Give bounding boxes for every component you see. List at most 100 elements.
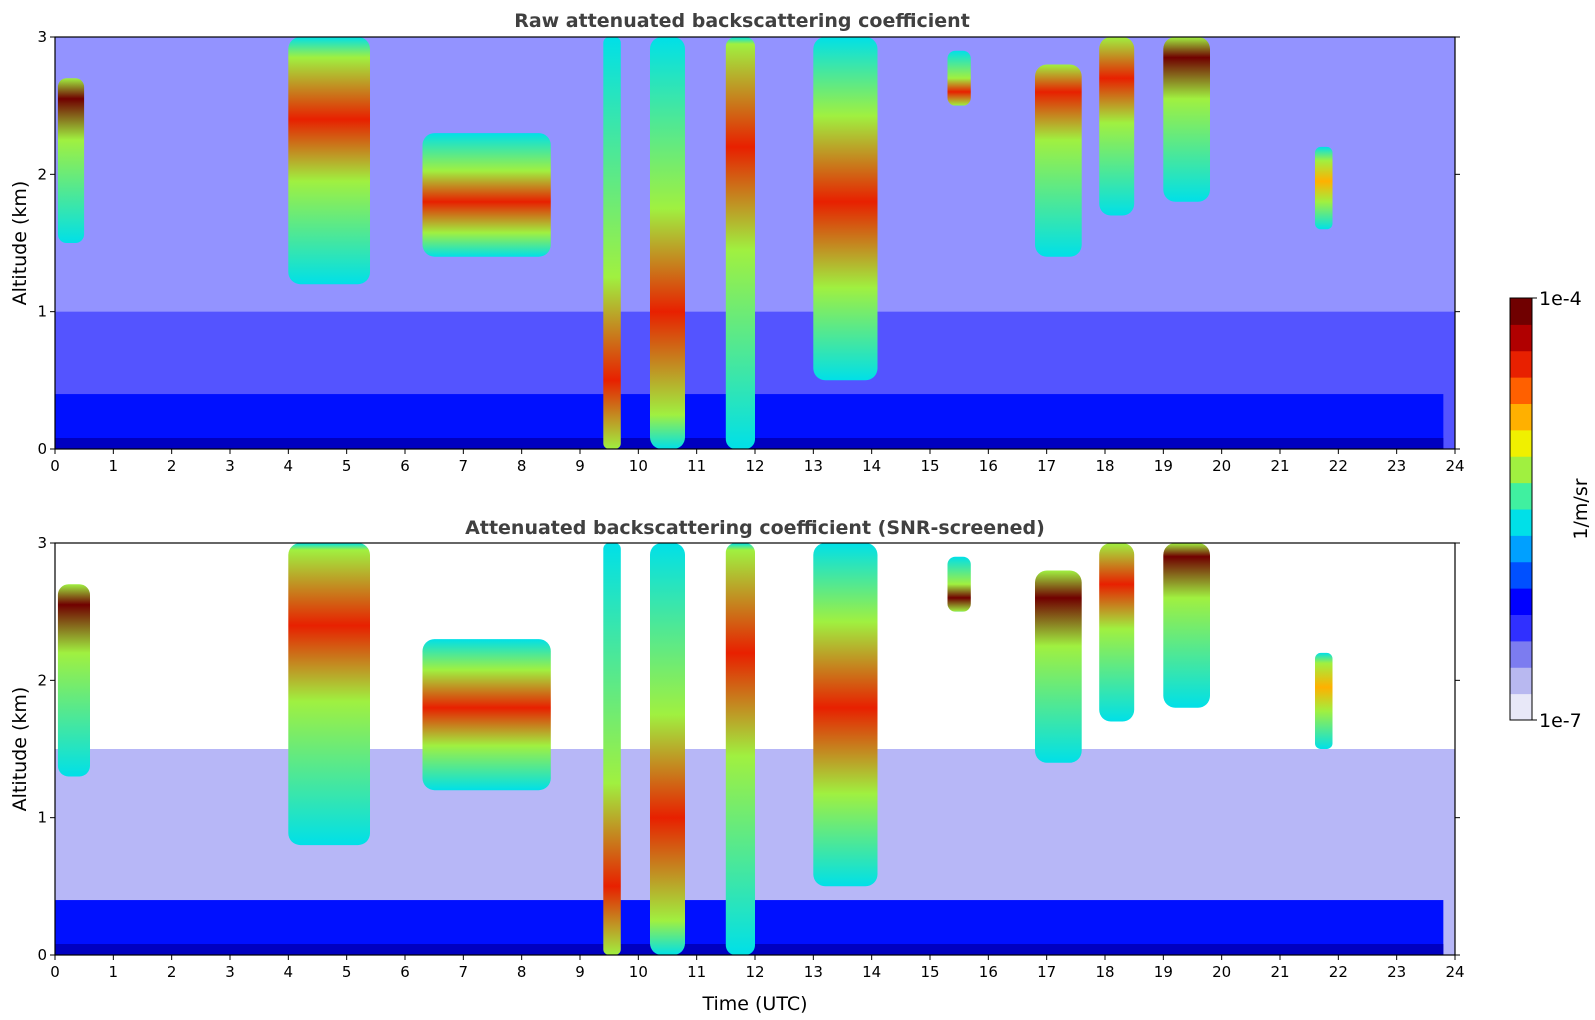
y-tick-label: 3 bbox=[37, 28, 47, 46]
cloud-feature bbox=[947, 556, 971, 612]
colorbar-step bbox=[1510, 324, 1532, 352]
raw-backscatter-image bbox=[55, 37, 1455, 449]
x-tick-label: 14 bbox=[862, 963, 881, 981]
colorbar-step bbox=[1510, 350, 1532, 378]
time-axis-label: Time (UTC) bbox=[701, 993, 807, 1015]
x-tick-label: 13 bbox=[804, 457, 823, 475]
cloud-feature bbox=[725, 543, 755, 955]
cloud-feature bbox=[813, 543, 878, 887]
x-tick-label: 3 bbox=[225, 457, 235, 475]
x-tick-label: 14 bbox=[862, 457, 881, 475]
x-tick-label: 1 bbox=[109, 963, 119, 981]
colorbar: 1e-4 1e-7 1/m/sr bbox=[1509, 288, 1592, 732]
cloud-feature bbox=[1099, 543, 1135, 722]
colorbar-step bbox=[1510, 429, 1532, 457]
cloud-feature bbox=[288, 543, 370, 846]
x-tick-label: 16 bbox=[979, 963, 998, 981]
cloud-feature bbox=[603, 37, 621, 449]
x-tick-label: 24 bbox=[1445, 457, 1464, 475]
x-tick-label: 0 bbox=[50, 963, 60, 981]
colorbar-min-label: 1e-7 bbox=[1539, 710, 1582, 732]
cloud-feature bbox=[1315, 652, 1333, 749]
x-tick-label: 6 bbox=[400, 963, 410, 981]
colorbar-step bbox=[1510, 403, 1532, 431]
raw-x-ticks: 0 1 2 3 4 5 6 7 8 9 10 11 12 13 14 15 16 17 18 19 20 21 22 23 24 bbox=[50, 449, 1465, 475]
colorbar-step bbox=[1510, 667, 1532, 695]
cloud-feature bbox=[288, 37, 370, 285]
x-tick-label: 24 bbox=[1445, 963, 1464, 981]
cloud-feature bbox=[422, 639, 551, 791]
screened-x-ticks: 0 1 2 3 4 5 6 7 8 9 10 11 12 13 14 15 16 17 18 19 20 21 22 23 24 bbox=[50, 955, 1465, 981]
x-tick-label: 15 bbox=[920, 963, 939, 981]
x-tick-label: 16 bbox=[979, 457, 998, 475]
cloud-feature bbox=[813, 37, 878, 381]
x-tick-label: 4 bbox=[284, 457, 294, 475]
x-tick-label: 18 bbox=[1095, 457, 1114, 475]
raw-y-ticks: 0 1 2 3 bbox=[37, 28, 1460, 458]
x-tick-label: 23 bbox=[1387, 457, 1406, 475]
x-tick-label: 1 bbox=[109, 457, 119, 475]
cloud-feature bbox=[1163, 37, 1210, 202]
colorbar-step bbox=[1510, 456, 1532, 484]
screened-panel-title: Attenuated backscattering coefficient (S… bbox=[465, 517, 1045, 539]
cloud-feature bbox=[1035, 64, 1082, 257]
y-tick-label: 1 bbox=[37, 809, 47, 827]
x-tick-label: 17 bbox=[1037, 963, 1056, 981]
colorbar-step bbox=[1510, 298, 1532, 325]
cloud-feature bbox=[1315, 146, 1333, 230]
x-tick-label: 9 bbox=[575, 963, 585, 981]
x-tick-label: 5 bbox=[342, 457, 352, 475]
x-tick-label: 12 bbox=[745, 457, 764, 475]
cloud-feature bbox=[650, 543, 685, 955]
colorbar-gradient bbox=[1510, 298, 1532, 721]
x-tick-label: 22 bbox=[1329, 457, 1348, 475]
x-tick-label: 2 bbox=[167, 457, 177, 475]
y-tick-label: 0 bbox=[37, 440, 47, 458]
x-tick-label: 10 bbox=[629, 963, 648, 981]
x-tick-label: 7 bbox=[459, 457, 469, 475]
colorbar-step bbox=[1510, 535, 1532, 563]
cloud-feature bbox=[650, 37, 685, 449]
colorbar-step bbox=[1510, 640, 1532, 668]
colorbar-step bbox=[1510, 509, 1532, 536]
x-tick-label: 20 bbox=[1212, 963, 1231, 981]
x-tick-label: 11 bbox=[687, 457, 706, 475]
x-tick-label: 19 bbox=[1154, 457, 1173, 475]
screened-y-ticks: 0 1 2 3 bbox=[37, 534, 1460, 964]
y-tick-label: 0 bbox=[37, 946, 47, 964]
x-tick-label: 5 bbox=[342, 963, 352, 981]
screened-backscatter-image bbox=[55, 543, 1455, 955]
x-tick-label: 21 bbox=[1270, 963, 1289, 981]
x-tick-label: 12 bbox=[745, 963, 764, 981]
x-tick-label: 19 bbox=[1154, 963, 1173, 981]
x-tick-label: 3 bbox=[225, 963, 235, 981]
cloud-feature bbox=[57, 584, 90, 777]
y-tick-label: 3 bbox=[37, 534, 47, 552]
x-tick-label: 2 bbox=[167, 963, 177, 981]
raw-backscatter-panel: Raw attenuated backscattering coefficien… bbox=[9, 10, 1465, 475]
x-tick-label: 8 bbox=[517, 963, 527, 981]
colorbar-step bbox=[1510, 377, 1532, 405]
colorbar-step bbox=[1510, 588, 1532, 616]
colorbar-step bbox=[1510, 561, 1532, 589]
x-tick-label: 13 bbox=[804, 963, 823, 981]
x-tick-label: 4 bbox=[284, 963, 294, 981]
cloud-feature bbox=[725, 37, 755, 449]
colorbar-frame bbox=[1509, 297, 1533, 721]
colorbar-step bbox=[1510, 693, 1532, 721]
cloud-feature bbox=[1035, 570, 1082, 763]
x-tick-label: 18 bbox=[1095, 963, 1114, 981]
y-tick-label: 1 bbox=[37, 303, 47, 321]
x-tick-label: 7 bbox=[459, 963, 469, 981]
raw-y-axis-label: Altitude (km) bbox=[9, 181, 31, 306]
cloud-feature bbox=[422, 133, 551, 257]
x-tick-label: 6 bbox=[400, 457, 410, 475]
x-tick-label: 17 bbox=[1037, 457, 1056, 475]
cloud-feature bbox=[1099, 37, 1135, 216]
cloud-feature bbox=[603, 543, 621, 955]
x-tick-label: 20 bbox=[1212, 457, 1231, 475]
x-tick-label: 21 bbox=[1270, 457, 1289, 475]
cloud-feature bbox=[1163, 543, 1210, 708]
colorbar-step bbox=[1510, 614, 1532, 642]
